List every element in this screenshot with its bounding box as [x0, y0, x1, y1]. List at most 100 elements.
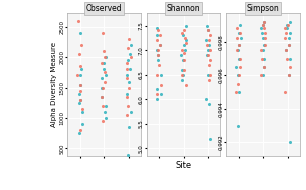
Point — [237, 91, 242, 94]
Point — [204, 98, 209, 101]
Point — [205, 24, 210, 27]
Title: Simpson: Simpson — [247, 4, 279, 13]
Point — [78, 83, 83, 86]
Point — [157, 63, 162, 66]
Point — [206, 49, 211, 52]
Point — [285, 27, 290, 30]
Point — [237, 44, 241, 47]
Point — [103, 80, 107, 83]
Point — [125, 77, 129, 80]
Point — [287, 57, 292, 60]
Point — [287, 37, 292, 40]
Point — [204, 54, 209, 57]
Point — [260, 74, 265, 77]
Point — [235, 74, 240, 77]
Point — [129, 56, 133, 59]
Point — [158, 34, 162, 37]
Point — [103, 104, 108, 107]
Point — [76, 132, 81, 135]
Point — [183, 83, 188, 86]
Point — [238, 37, 243, 40]
Point — [180, 49, 185, 52]
Point — [75, 74, 80, 77]
Point — [128, 53, 132, 56]
Point — [99, 62, 104, 65]
Point — [287, 20, 292, 23]
Point — [263, 32, 267, 35]
Point — [182, 49, 187, 52]
Point — [180, 31, 185, 34]
Point — [180, 73, 185, 76]
Point — [154, 93, 159, 96]
Point — [207, 73, 212, 76]
Point — [101, 50, 106, 53]
Point — [103, 56, 108, 59]
Point — [283, 91, 288, 94]
Point — [236, 49, 241, 52]
Point — [102, 68, 107, 71]
Point — [288, 141, 293, 144]
Point — [179, 54, 184, 57]
Point — [287, 32, 292, 35]
Point — [129, 110, 133, 113]
Point — [208, 137, 213, 140]
Point — [78, 98, 83, 101]
Point — [261, 44, 266, 47]
Point — [236, 82, 241, 85]
Point — [80, 123, 84, 126]
Point — [124, 74, 129, 77]
Point — [207, 59, 212, 62]
Point — [182, 36, 187, 39]
Point — [155, 98, 159, 101]
Point — [129, 44, 133, 47]
Point — [77, 92, 82, 95]
Point — [127, 37, 132, 40]
Point — [79, 107, 84, 110]
Point — [179, 68, 184, 71]
Point — [261, 20, 266, 23]
X-axis label: Site: Site — [176, 161, 192, 170]
Point — [283, 37, 288, 40]
Point — [154, 73, 159, 76]
Point — [206, 73, 211, 76]
Point — [126, 126, 131, 129]
Point — [205, 44, 210, 47]
Point — [234, 65, 239, 68]
Point — [78, 89, 83, 92]
Point — [237, 44, 242, 47]
Point — [179, 78, 184, 81]
Point — [126, 153, 131, 156]
Point — [99, 77, 104, 80]
Y-axis label: Alpha Diversity Measure: Alpha Diversity Measure — [51, 42, 57, 127]
Point — [77, 31, 82, 34]
Title: Shannon: Shannon — [167, 4, 200, 13]
Point — [207, 49, 212, 52]
Point — [285, 24, 289, 27]
Point — [234, 91, 239, 94]
Point — [261, 37, 266, 40]
Point — [286, 74, 291, 77]
Point — [104, 74, 109, 77]
Point — [236, 32, 241, 35]
Point — [100, 86, 105, 89]
Point — [99, 95, 104, 98]
Point — [283, 27, 288, 30]
Point — [76, 19, 81, 22]
Point — [205, 29, 210, 32]
Point — [238, 57, 243, 60]
Point — [184, 39, 188, 42]
Point — [262, 20, 267, 23]
Point — [101, 120, 106, 123]
Point — [156, 59, 161, 62]
Point — [238, 32, 243, 35]
Point — [124, 62, 129, 65]
Point — [77, 101, 82, 104]
Point — [235, 124, 240, 127]
Point — [262, 65, 267, 68]
Point — [155, 49, 160, 52]
Point — [180, 73, 185, 76]
Point — [203, 39, 208, 42]
Point — [158, 73, 163, 76]
Point — [128, 68, 132, 71]
Point — [155, 54, 160, 57]
